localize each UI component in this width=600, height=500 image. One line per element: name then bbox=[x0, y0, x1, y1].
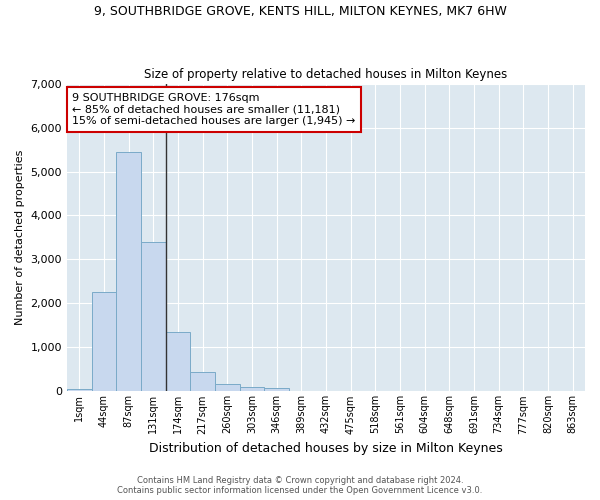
Text: 9 SOUTHBRIDGE GROVE: 176sqm
← 85% of detached houses are smaller (11,181)
15% of: 9 SOUTHBRIDGE GROVE: 176sqm ← 85% of det… bbox=[72, 93, 356, 126]
Bar bbox=[116, 152, 141, 392]
Bar bbox=[67, 389, 92, 392]
Bar bbox=[141, 242, 166, 392]
Text: Contains HM Land Registry data © Crown copyright and database right 2024.
Contai: Contains HM Land Registry data © Crown c… bbox=[118, 476, 482, 495]
Bar bbox=[92, 292, 116, 392]
Bar bbox=[265, 388, 289, 392]
Bar bbox=[239, 387, 265, 392]
Bar bbox=[166, 332, 190, 392]
Bar bbox=[190, 372, 215, 392]
X-axis label: Distribution of detached houses by size in Milton Keynes: Distribution of detached houses by size … bbox=[149, 442, 503, 455]
Title: Size of property relative to detached houses in Milton Keynes: Size of property relative to detached ho… bbox=[145, 68, 508, 81]
Bar bbox=[215, 384, 239, 392]
Y-axis label: Number of detached properties: Number of detached properties bbox=[15, 150, 25, 325]
Text: 9, SOUTHBRIDGE GROVE, KENTS HILL, MILTON KEYNES, MK7 6HW: 9, SOUTHBRIDGE GROVE, KENTS HILL, MILTON… bbox=[94, 5, 506, 18]
